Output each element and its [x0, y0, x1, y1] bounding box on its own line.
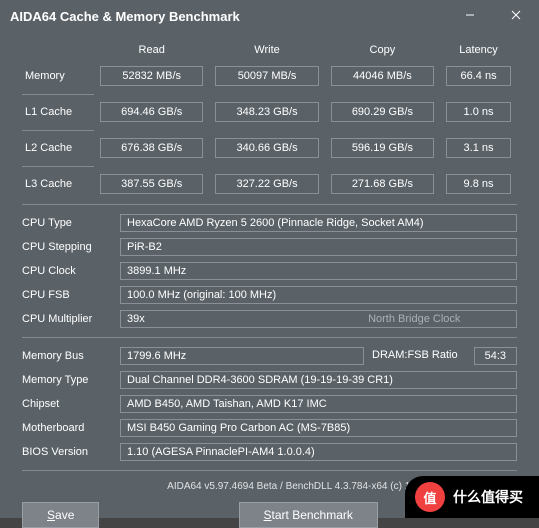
close-button[interactable]: [493, 0, 539, 30]
bench-value: 50097 MB/s: [215, 66, 318, 86]
bench-value: 3.1 ns: [446, 138, 511, 158]
titlebar[interactable]: AIDA64 Cache & Memory Benchmark: [0, 0, 539, 32]
watermark-icon: 值: [415, 482, 445, 512]
info-label: Chipset: [22, 392, 114, 416]
bench-value: 66.4 ns: [446, 66, 511, 86]
info-value: Dual Channel DDR4-3600 SDRAM (19-19-19-3…: [120, 371, 517, 389]
bench-value: 1.0 ns: [446, 102, 511, 122]
aida64-window: AIDA64 Cache & Memory Benchmark ReadWrit…: [0, 0, 539, 518]
info-value: 100.0 MHz (original: 100 MHz): [120, 286, 517, 304]
info-value: 1.10 (AGESA PinnaclePI-AM4 1.0.0.4): [120, 443, 517, 461]
info-value: HexaCore AMD Ryzen 5 2600 (Pinnacle Ridg…: [120, 214, 517, 232]
bench-row-label: L1 Cache: [22, 98, 94, 126]
watermark-text: 什么值得买: [453, 487, 523, 507]
bench-row-label: L3 Cache: [22, 170, 94, 198]
column-header: Read: [94, 40, 209, 62]
bench-value: 694.46 GB/s: [100, 102, 203, 122]
bench-value: 52832 MB/s: [100, 66, 203, 86]
cpu-multiplier-label: CPU Multiplier: [22, 307, 114, 331]
watermark: 值 什么值得买: [405, 476, 539, 518]
dram-fsb-label: DRAM:FSB Ratio: [364, 347, 466, 365]
bench-value: 327.22 GB/s: [215, 174, 318, 194]
minimize-button[interactable]: [447, 0, 493, 30]
bench-value: 9.8 ns: [446, 174, 511, 194]
info-label: Memory Type: [22, 368, 114, 392]
memory-bus-value: 1799.6 MHz: [120, 347, 364, 365]
save-button[interactable]: Save: [22, 502, 99, 528]
info-label: CPU Clock: [22, 259, 114, 283]
info-value: MSI B450 Gaming Pro Carbon AC (MS-7B85): [120, 419, 517, 437]
bench-row-label: L2 Cache: [22, 134, 94, 162]
bench-value: 387.55 GB/s: [100, 174, 203, 194]
memory-bus-label: Memory Bus: [22, 344, 114, 368]
bench-value: 340.66 GB/s: [215, 138, 318, 158]
column-header: Write: [209, 40, 324, 62]
bench-value: 348.23 GB/s: [215, 102, 318, 122]
info-label: Motherboard: [22, 416, 114, 440]
info-value: PiR-B2: [120, 238, 517, 256]
column-header: Latency: [440, 40, 517, 62]
bench-value: 690.29 GB/s: [331, 102, 434, 122]
bench-value: 44046 MB/s: [331, 66, 434, 86]
info-label: BIOS Version: [22, 440, 114, 464]
start-benchmark-button[interactable]: Start Benchmark: [239, 502, 378, 528]
info-label: CPU FSB: [22, 283, 114, 307]
bench-value: 271.68 GB/s: [331, 174, 434, 194]
bench-row-label: Memory: [22, 62, 94, 90]
info-value: 3899.1 MHz: [120, 262, 517, 280]
info-label: CPU Type: [22, 211, 114, 235]
north-bridge-clock-label: North Bridge Clock: [319, 313, 511, 325]
cpu-multiplier-value: 39xNorth Bridge Clock: [120, 310, 517, 328]
bench-value: 676.38 GB/s: [100, 138, 203, 158]
window-title: AIDA64 Cache & Memory Benchmark: [10, 9, 240, 24]
info-value: AMD B450, AMD Taishan, AMD K17 IMC: [120, 395, 517, 413]
bench-value: 596.19 GB/s: [331, 138, 434, 158]
column-header: Copy: [325, 40, 440, 62]
dram-fsb-ratio: 54:3: [474, 347, 517, 365]
info-label: CPU Stepping: [22, 235, 114, 259]
